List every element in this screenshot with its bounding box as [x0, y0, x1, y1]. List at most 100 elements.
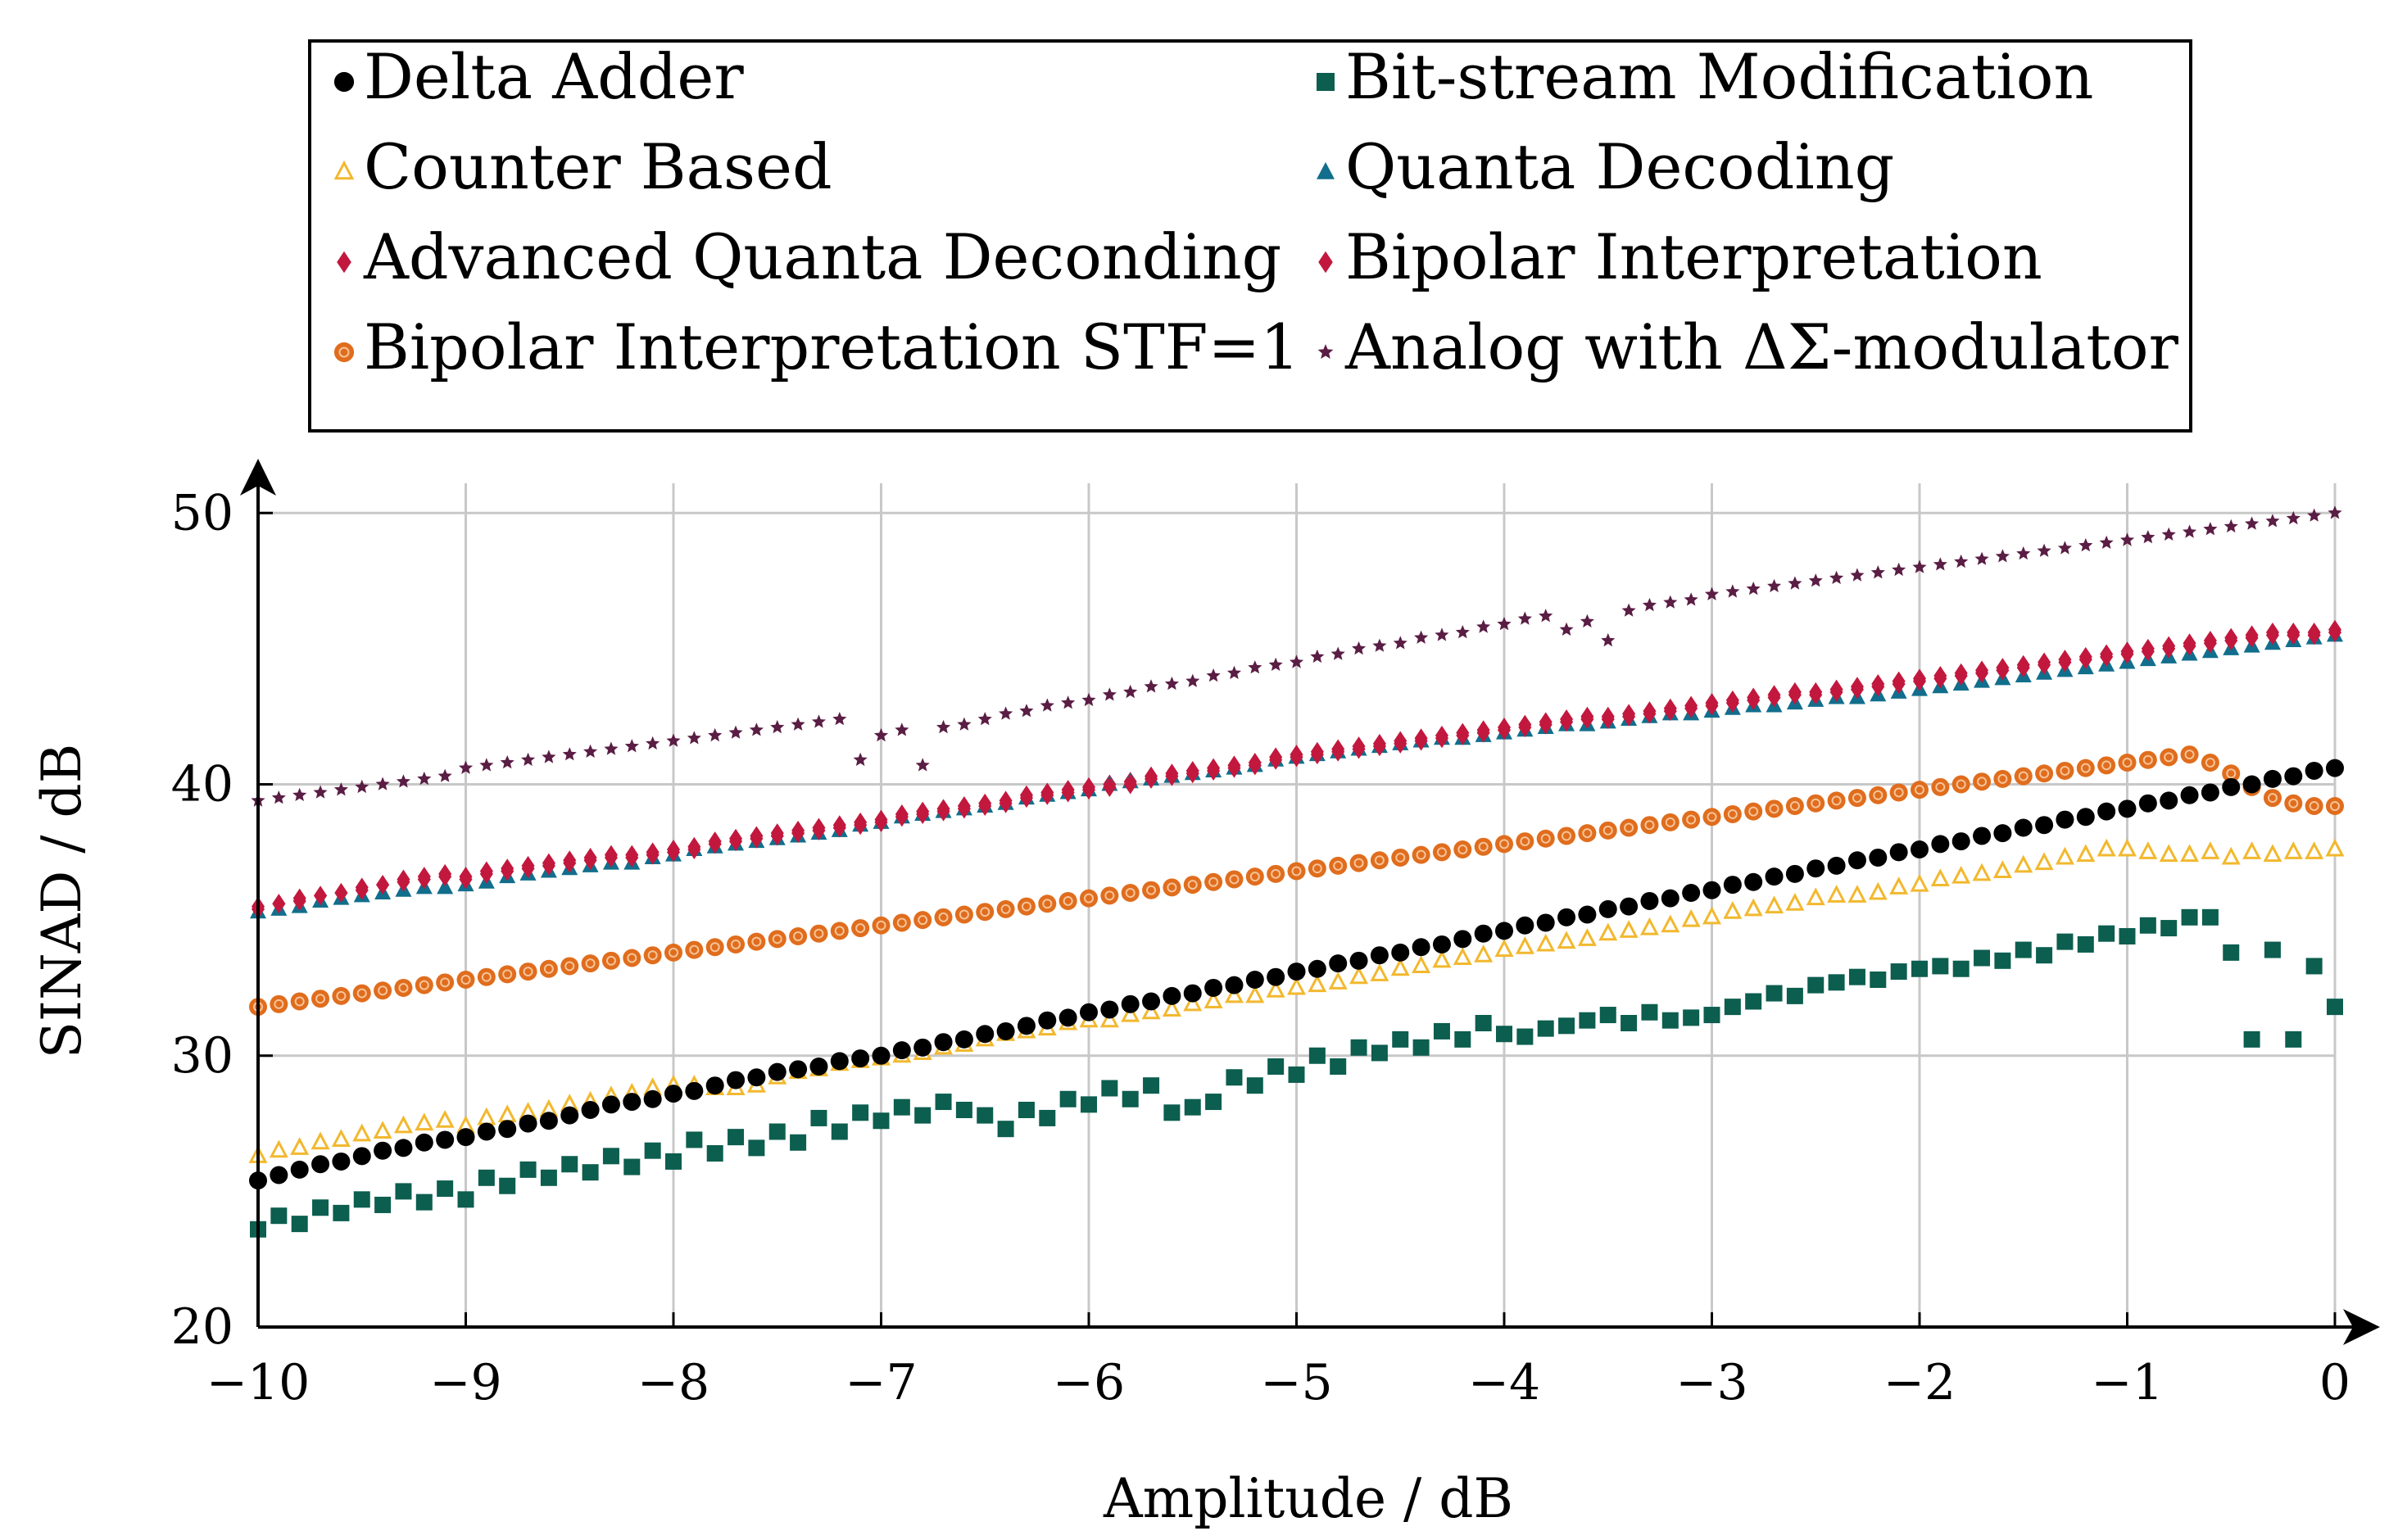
data-point [1578, 905, 1597, 924]
data-point [2162, 638, 2176, 659]
data-point [1393, 636, 1407, 650]
data-point [705, 938, 724, 957]
data-point [1061, 782, 1075, 803]
data-point [2307, 625, 2321, 645]
data-point-inner [2060, 765, 2070, 776]
data-point [311, 990, 330, 1008]
legend-marker [1317, 344, 1334, 359]
data-point [1788, 576, 1802, 590]
legend-marker [1317, 73, 1335, 91]
data-point [2138, 794, 2157, 813]
data-point [976, 1025, 995, 1044]
data-point [1951, 832, 1970, 851]
data-point [977, 1107, 994, 1124]
data-point [954, 905, 973, 924]
data-point-inner [1540, 833, 1551, 844]
data-point [1329, 954, 1348, 973]
data-point [1870, 972, 1887, 988]
data-point-inner [1312, 863, 1322, 874]
data-point [1433, 1022, 1450, 1040]
data-point [521, 752, 536, 766]
data-point [1039, 1109, 1056, 1126]
data-point [2119, 532, 2135, 546]
data-point [1827, 856, 1846, 875]
data-point [1038, 1011, 1057, 1030]
data-point [1204, 978, 1223, 997]
data-point [1558, 1017, 1575, 1035]
data-point [1102, 687, 1117, 701]
data-point [2159, 844, 2178, 863]
data-point [811, 714, 826, 728]
data-point [2056, 933, 2074, 950]
data-point [2263, 789, 2282, 808]
data-point [770, 826, 784, 846]
data-point [1992, 860, 2012, 878]
data-point [1848, 968, 1865, 985]
data-point [1370, 963, 1389, 981]
data-point [1352, 739, 1366, 759]
data-point [809, 1058, 828, 1076]
data-point [602, 1148, 619, 1165]
data-point [2016, 546, 2031, 560]
x-axis-arrow [2343, 1309, 2380, 1345]
data-point [2139, 917, 2156, 934]
data-point [1892, 673, 1906, 694]
data-point-inner [585, 958, 596, 969]
data-point [1474, 837, 1493, 856]
data-point [581, 1101, 600, 1119]
data-point [1476, 619, 1491, 633]
data-point-inner [378, 985, 388, 996]
data-point-inner [1353, 858, 1364, 868]
data-point [1682, 810, 1701, 829]
series-counter-based [248, 838, 2345, 1163]
data-point [895, 807, 909, 827]
data-point [1391, 848, 1410, 867]
data-point [290, 992, 309, 1011]
data-point [1392, 1030, 1409, 1048]
data-point [2285, 1030, 2302, 1048]
data-point [748, 1139, 765, 1157]
legend-label: Bipolar Interpretation STF=1 [364, 310, 1300, 383]
data-point [916, 804, 930, 824]
data-point [1225, 976, 1244, 994]
data-point-inner [876, 920, 886, 931]
data-point [789, 1060, 808, 1079]
data-point [914, 1107, 932, 1124]
data-point [415, 1133, 433, 1152]
data-point-inner [605, 955, 616, 966]
data-point [2283, 841, 2303, 859]
data-point [1412, 955, 1431, 973]
data-point [1267, 1058, 1285, 1075]
data-point [290, 1160, 309, 1179]
data-point-inner [2080, 763, 2091, 773]
data-point [270, 1166, 288, 1184]
data-point [436, 1130, 455, 1149]
data-point [1183, 876, 1202, 895]
data-point [1682, 884, 1701, 902]
data-point-inner [315, 994, 326, 1004]
data-point-inner [1915, 785, 1924, 795]
legend-marker [333, 71, 355, 93]
data-point [2161, 527, 2176, 541]
data-point [1349, 966, 1369, 985]
data-point [542, 855, 555, 876]
data-point [747, 932, 766, 951]
data-point [1931, 777, 1950, 796]
data-point [1204, 990, 1223, 1008]
data-point [2035, 816, 2054, 835]
data-point [2201, 783, 2219, 802]
data-point-inner [523, 967, 533, 977]
data-point [497, 1104, 517, 1123]
data-point [1329, 856, 1348, 875]
data-point-inner [647, 950, 658, 961]
data-point [331, 1129, 351, 1147]
data-point [809, 924, 828, 943]
x-tick-label: −4 [1468, 1354, 1540, 1411]
data-point [437, 768, 452, 782]
data-point [1454, 1030, 1471, 1048]
legend-marker-inner [338, 346, 350, 358]
data-point [893, 1098, 910, 1116]
data-point [1639, 917, 1659, 935]
y-tick-label: 30 [171, 1027, 233, 1085]
data-point [415, 976, 433, 994]
